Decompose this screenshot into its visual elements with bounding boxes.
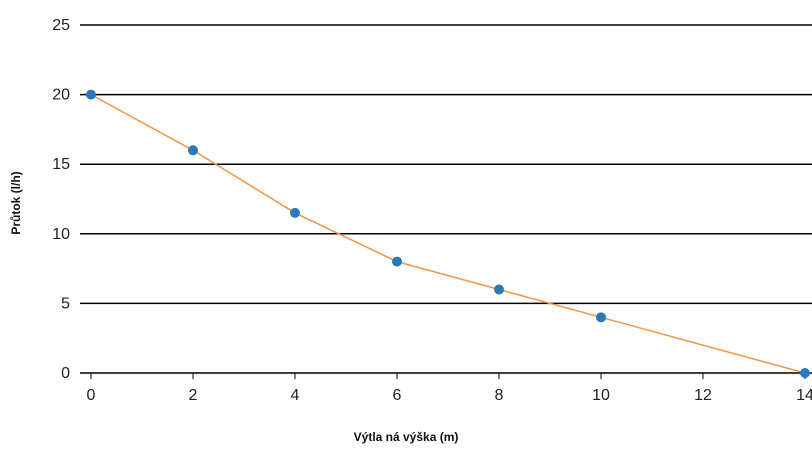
y-tick-label: 10 — [52, 226, 70, 243]
data-point — [596, 312, 606, 323]
data-point — [800, 368, 810, 378]
y-tick-label: 20 — [52, 87, 70, 104]
y-tick-label: 0 — [61, 365, 70, 382]
x-tick-label: 8 — [495, 387, 504, 404]
y-tick-label: 15 — [52, 156, 70, 173]
data-point — [290, 207, 300, 218]
x-tick-label: 4 — [291, 387, 300, 404]
y-tick-label: 5 — [61, 295, 70, 312]
x-tick-label: 0 — [87, 387, 96, 404]
tick-marks: 0 5 10 15 20 25 0 2 4 6 8 10 12 14 — [52, 17, 812, 404]
series-layer — [86, 89, 810, 378]
data-point — [188, 145, 198, 156]
y-axis-label: Průtok (l/h) — [9, 171, 23, 234]
x-tick-label: 6 — [393, 387, 402, 404]
y-tick-label: 25 — [52, 17, 70, 34]
x-axis-label: Výtla ná výška (m) — [354, 430, 459, 444]
data-point — [86, 89, 96, 100]
data-point — [494, 284, 504, 295]
x-tick-label: 10 — [592, 387, 610, 404]
data-point — [392, 256, 402, 267]
x-tick-label: 2 — [189, 387, 198, 404]
x-tick-label: 12 — [694, 387, 712, 404]
x-tick-label: 14 — [796, 387, 812, 404]
grid-lines — [80, 24, 812, 374]
